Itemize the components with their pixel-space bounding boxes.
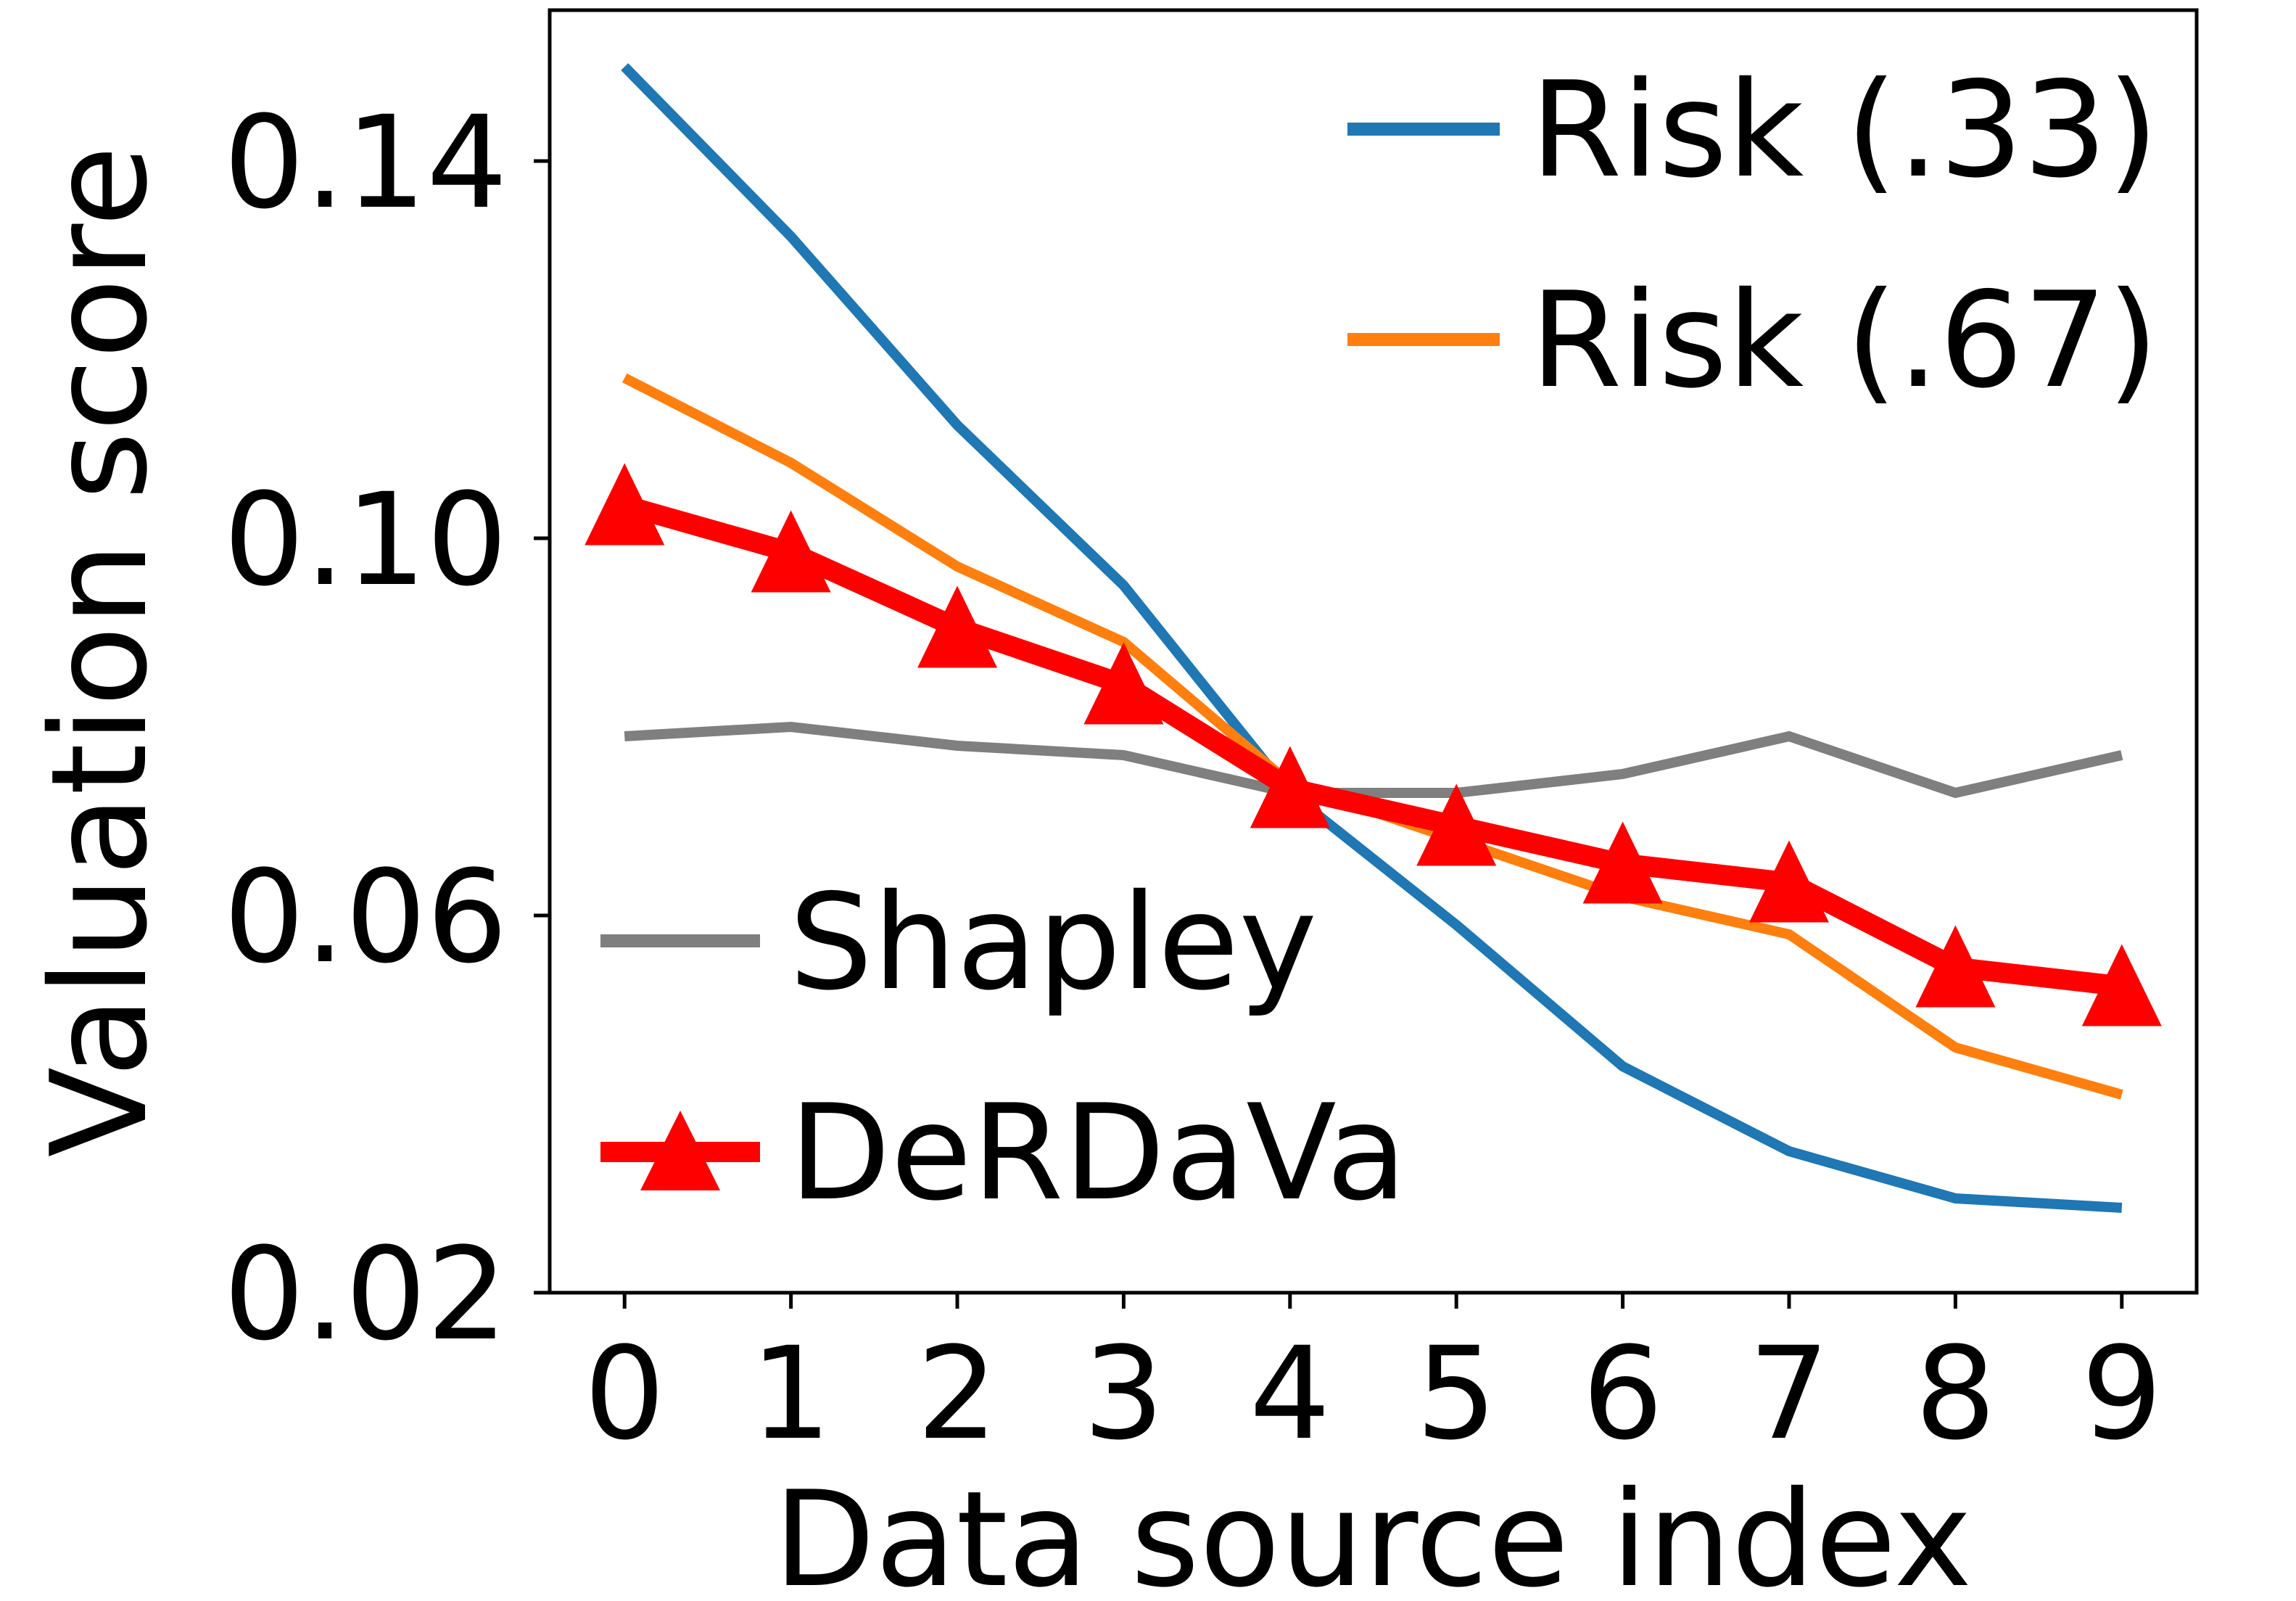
- data-point-derdava: [1083, 642, 1164, 725]
- x-tick-label: 5: [1416, 1320, 1497, 1468]
- x-axis-label: Data source index: [774, 1462, 1973, 1601]
- x-tick-label: 3: [1083, 1320, 1164, 1468]
- x-tick-label: 4: [1250, 1320, 1331, 1468]
- series-line-shapley: [624, 721, 2123, 799]
- data-point-derdava: [585, 463, 665, 546]
- x-tick-label: 9: [2081, 1320, 2163, 1468]
- y-tick-label: 0.06: [223, 843, 508, 992]
- series-layer: [585, 63, 2162, 1213]
- x-tick-label: 7: [1748, 1320, 1830, 1468]
- legend-label-shapley: Shapley: [789, 865, 1317, 1019]
- legend-upper: Risk (.33) Risk (.67): [1347, 53, 2159, 417]
- legend-label-risk-067: Risk (.67): [1530, 263, 2159, 417]
- data-point-derdava: [1250, 746, 1330, 828]
- data-point-derdava: [1915, 925, 1996, 1008]
- data-point-derdava: [917, 585, 998, 668]
- x-tick-label: 2: [917, 1320, 998, 1468]
- plot-frame: [548, 8, 2199, 1295]
- series-line-risk-33: [621, 63, 2123, 1213]
- x-tick-label: 6: [1582, 1320, 1664, 1468]
- y-tick-label: 0.02: [223, 1220, 508, 1369]
- legend-label-derdava: DeRDaVa: [789, 1076, 1407, 1230]
- data-point-derdava: [1416, 783, 1497, 866]
- legend-lower: Shapley DeRDaVa: [600, 865, 1407, 1230]
- data-point-derdava: [1582, 821, 1663, 904]
- x-tick-label: 0: [584, 1320, 665, 1468]
- y-tick-label: 0.10: [223, 466, 508, 614]
- y-tick-label: 0.14: [223, 89, 508, 237]
- y-axis-label: Valuation score: [22, 146, 176, 1158]
- series-line-derdava: [622, 495, 2123, 997]
- data-point-derdava: [751, 510, 831, 593]
- legend-marker-derdava: [640, 1111, 720, 1190]
- y-axis-ticks: 0.02 0.06 0.10 0.14: [223, 89, 550, 1369]
- x-tick-label: 1: [751, 1320, 832, 1468]
- data-point-derdava: [2081, 944, 2162, 1026]
- x-tick-label: 8: [1915, 1320, 1996, 1468]
- legend-label-risk-033: Risk (.33): [1530, 53, 2159, 207]
- data-point-derdava: [1748, 840, 1829, 923]
